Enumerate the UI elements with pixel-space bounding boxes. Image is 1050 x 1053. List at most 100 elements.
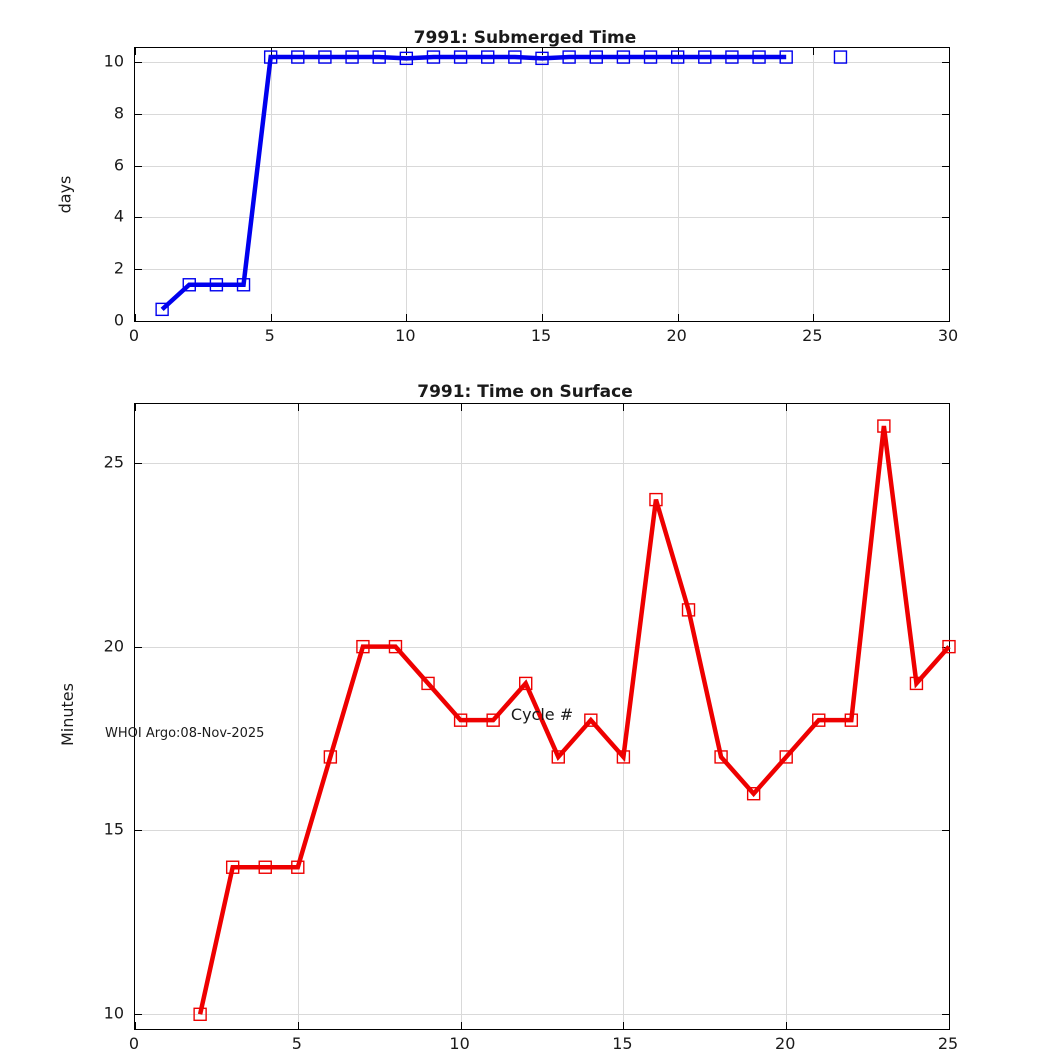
data-point-marker <box>519 676 533 691</box>
x-axis-tick-label: 20 <box>666 326 687 345</box>
x-axis-tick-label: 0 <box>128 326 140 345</box>
x-axis-tick <box>813 314 815 321</box>
x-axis-tick-label: 5 <box>291 1034 302 1053</box>
series-line <box>197 425 951 1015</box>
data-point-marker <box>453 50 468 64</box>
y-axis-tick <box>135 217 142 219</box>
x-axis-tick-top <box>949 48 950 55</box>
chart-title-submerged: 7991: Submerged Time <box>413 28 637 48</box>
data-point-marker <box>453 713 468 727</box>
y-axis-tick-right <box>942 217 949 219</box>
y-axis-tick <box>135 646 142 648</box>
data-point-marker <box>291 50 305 64</box>
data-point-marker <box>388 639 403 654</box>
gridline-vertical <box>270 48 272 321</box>
y-axis-tick-right <box>942 113 949 115</box>
x-axis-tick-top <box>949 404 950 411</box>
y-axis-tick <box>135 269 142 271</box>
x-axis-tick-label: 5 <box>264 326 275 345</box>
figure-canvas: 7991: Submerged Time days 0 2 4 6 8 10 0 5 10 15 2… <box>0 28 1050 1053</box>
x-axis-tick <box>406 314 408 321</box>
x-axis-tick-top <box>135 48 136 55</box>
gridline-horizontal <box>135 646 949 648</box>
y-axis-tick-right <box>942 462 949 464</box>
x-axis-tick-top <box>460 404 462 411</box>
y-axis-tick-label: 10 <box>103 1003 124 1023</box>
x-axis-tick-label: 25 <box>802 326 823 345</box>
data-series-layer <box>155 50 848 317</box>
x-axis-tick <box>270 314 272 321</box>
x-axis-tick <box>949 314 950 321</box>
y-axis-tick-label: 2 <box>113 258 124 278</box>
gridline-vertical <box>677 48 679 321</box>
data-point-marker <box>535 51 549 66</box>
data-point-marker <box>508 50 522 64</box>
y-axis-tick-label: 6 <box>113 155 124 175</box>
data-point-marker <box>877 419 891 433</box>
panel-time-on-surface: 7991: Time on Surface Minutes Cycle # 10… <box>0 365 1050 1053</box>
data-point-marker <box>589 50 603 64</box>
data-point-marker <box>681 603 696 617</box>
x-axis-tick <box>542 314 543 321</box>
y-axis-tick-label: 25 <box>103 452 124 472</box>
x-axis-tick-label: 25 <box>937 1034 959 1053</box>
data-point-marker <box>909 676 924 691</box>
y-axis-label-minutes: Minutes <box>57 683 77 746</box>
x-axis-tick-top <box>542 48 543 55</box>
y-axis-tick <box>135 165 142 167</box>
x-axis-tick-top <box>135 404 136 411</box>
series-line <box>160 54 787 312</box>
axes-submerged <box>134 47 950 322</box>
data-point-marker <box>812 713 826 727</box>
y-axis-tick-right <box>942 165 949 167</box>
data-point-marker <box>779 50 793 64</box>
data-point-marker <box>421 676 435 691</box>
gridline-vertical <box>542 48 543 321</box>
x-axis-tick <box>949 1022 950 1029</box>
data-point-marker <box>318 50 332 64</box>
x-axis-tick-top <box>406 48 408 55</box>
y-axis-tick-right <box>942 646 949 648</box>
y-axis-tick <box>135 113 142 115</box>
y-axis-tick-label: 15 <box>103 819 124 839</box>
y-axis-tick-label: 10 <box>103 51 124 71</box>
y-axis-tick-right <box>942 321 949 322</box>
y-axis-tick <box>135 321 142 322</box>
data-point-marker <box>942 639 956 654</box>
chart-title-surface: 7991: Time on Surface <box>417 382 633 402</box>
x-axis-tick <box>135 314 136 321</box>
y-axis-tick-label: 20 <box>103 636 124 656</box>
y-axis-tick <box>135 62 142 64</box>
data-point-marker <box>426 50 441 64</box>
data-point-marker <box>155 302 169 317</box>
data-point-marker <box>649 492 663 507</box>
y-axis-tick-label: 4 <box>113 206 124 226</box>
data-point-marker <box>236 278 251 292</box>
x-axis-tick-label: 15 <box>612 1034 633 1053</box>
data-point-marker <box>372 50 386 64</box>
data-point-marker <box>345 50 359 64</box>
data-point-marker <box>833 50 848 64</box>
x-axis-tick-top <box>786 404 788 411</box>
data-point-marker <box>584 713 598 727</box>
gridline-vertical <box>786 404 788 1029</box>
x-axis-tick-top <box>297 404 299 411</box>
figure-footer-credit: WHOI Argo:08-Nov-2025 <box>105 726 265 741</box>
data-point-marker <box>182 278 196 292</box>
data-point-marker <box>616 50 631 64</box>
data-point-marker <box>481 50 495 64</box>
x-axis-tick-label: 15 <box>530 326 552 345</box>
x-axis-tick-label: 30 <box>937 326 959 345</box>
data-point-marker <box>486 713 500 727</box>
data-point-marker <box>263 50 278 64</box>
gridline-vertical <box>460 404 462 1029</box>
gridline-vertical <box>406 48 408 321</box>
data-point-marker <box>356 639 370 654</box>
x-axis-tick-label: 0 <box>128 1034 140 1053</box>
x-axis-tick-label: 10 <box>395 326 416 345</box>
y-axis-tick <box>135 462 142 464</box>
data-point-marker <box>670 50 685 64</box>
y-axis-tick-right <box>942 269 949 271</box>
y-axis-tick-right <box>942 62 949 64</box>
gridline-vertical <box>813 48 815 321</box>
